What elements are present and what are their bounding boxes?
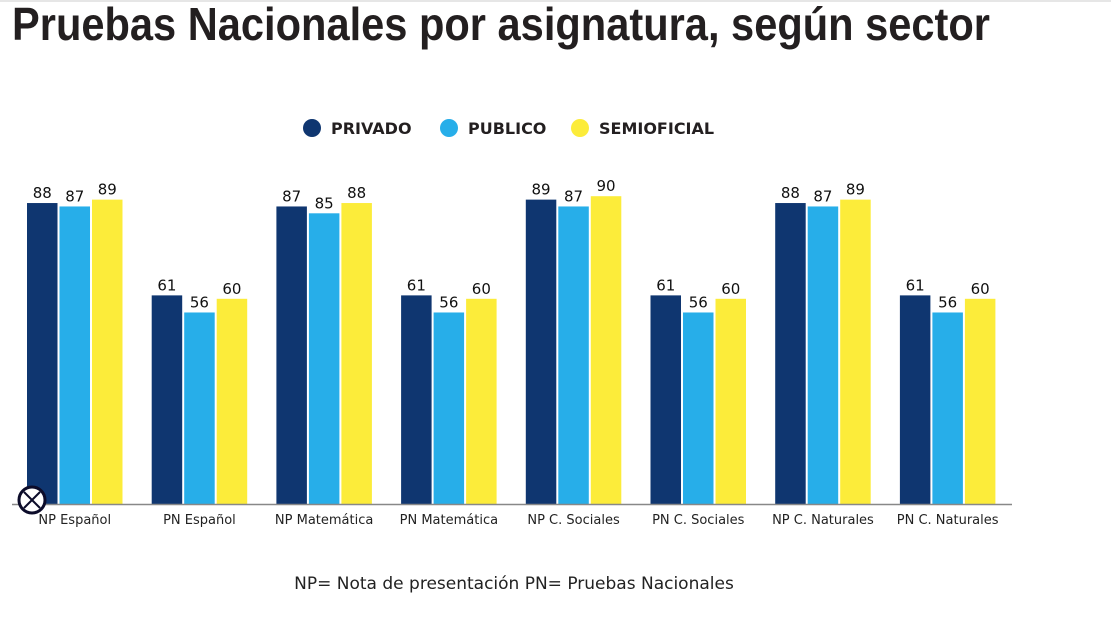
bar-privado bbox=[27, 203, 58, 505]
bar-semioficial bbox=[590, 196, 622, 504]
bar-publico bbox=[433, 312, 465, 504]
data-label: 87 bbox=[282, 187, 301, 205]
bars: 88 87 89 61 56 60 87 85 88 61 56 60 89 87 90 61 56 60 88 87… bbox=[27, 177, 996, 505]
legend-swatch bbox=[303, 119, 321, 137]
footnote: NP= Nota de presentación PN= Pruebas Nac… bbox=[294, 574, 734, 594]
data-label: 60 bbox=[472, 280, 491, 298]
category-label: PN Matemática bbox=[400, 513, 498, 528]
data-label: 56 bbox=[689, 293, 708, 311]
legend: PRIVADO PUBLICO SEMIOFICIAL bbox=[303, 119, 714, 138]
category-label: PN Español bbox=[163, 513, 236, 528]
bar-privado bbox=[899, 295, 931, 504]
bar-publico bbox=[59, 206, 90, 504]
bar-privado bbox=[401, 295, 432, 504]
data-label: 61 bbox=[656, 276, 675, 294]
bar-semioficial bbox=[341, 203, 372, 505]
chart-title: Pruebas Nacionales por asignatura, según… bbox=[12, 0, 990, 50]
legend-swatch bbox=[571, 119, 589, 137]
category-label: PN C. Sociales bbox=[652, 513, 745, 528]
data-label: 89 bbox=[98, 181, 117, 199]
category-label: PN C. Naturales bbox=[897, 513, 999, 528]
bar-publico bbox=[932, 312, 963, 504]
data-label: 88 bbox=[347, 184, 366, 202]
bar-semioficial bbox=[715, 298, 746, 504]
data-label: 88 bbox=[33, 184, 52, 202]
bar-publico bbox=[807, 206, 839, 504]
bar-publico bbox=[184, 312, 215, 504]
legend-swatch bbox=[440, 119, 458, 137]
data-label: 90 bbox=[597, 177, 616, 195]
bar-privado bbox=[775, 203, 806, 505]
data-label: 88 bbox=[781, 184, 800, 202]
data-label: 61 bbox=[157, 276, 176, 294]
data-label: 60 bbox=[222, 280, 241, 298]
bar-publico bbox=[308, 213, 340, 505]
data-label: 60 bbox=[721, 280, 740, 298]
bar-semioficial bbox=[840, 199, 871, 504]
category-label: NP Español bbox=[38, 513, 111, 528]
legend-label: PUBLICO bbox=[468, 119, 546, 138]
bar-publico bbox=[558, 206, 589, 504]
data-label: 56 bbox=[938, 293, 957, 311]
bar-semioficial bbox=[216, 298, 248, 504]
data-label: 87 bbox=[65, 187, 84, 205]
bar-publico bbox=[683, 312, 714, 504]
category-label: NP C. Sociales bbox=[527, 513, 620, 528]
bar-semioficial bbox=[964, 298, 996, 504]
data-label: 60 bbox=[971, 280, 990, 298]
category-label: NP C. Naturales bbox=[772, 513, 874, 528]
data-label: 56 bbox=[190, 293, 209, 311]
category-labels: NP Español PN Español NP Matemática PN Mate… bbox=[38, 513, 998, 528]
data-label: 61 bbox=[906, 276, 925, 294]
category-label: NP Matemática bbox=[275, 513, 373, 528]
legend-label: PRIVADO bbox=[331, 119, 412, 138]
data-label: 89 bbox=[846, 181, 865, 199]
bar-semioficial bbox=[92, 199, 123, 504]
circle-x-icon[interactable] bbox=[17, 485, 47, 515]
bar-privado bbox=[276, 206, 307, 504]
data-label: 89 bbox=[532, 181, 551, 199]
bar-privado bbox=[650, 295, 681, 504]
data-label: 61 bbox=[407, 276, 426, 294]
data-label: 87 bbox=[564, 187, 583, 205]
bar-privado bbox=[151, 295, 183, 504]
data-label: 85 bbox=[315, 194, 334, 212]
legend-label: SEMIOFICIAL bbox=[599, 119, 714, 138]
data-label: 56 bbox=[439, 293, 458, 311]
bar-semioficial bbox=[466, 298, 497, 504]
bar-privado bbox=[525, 199, 557, 504]
data-label: 87 bbox=[813, 187, 832, 205]
